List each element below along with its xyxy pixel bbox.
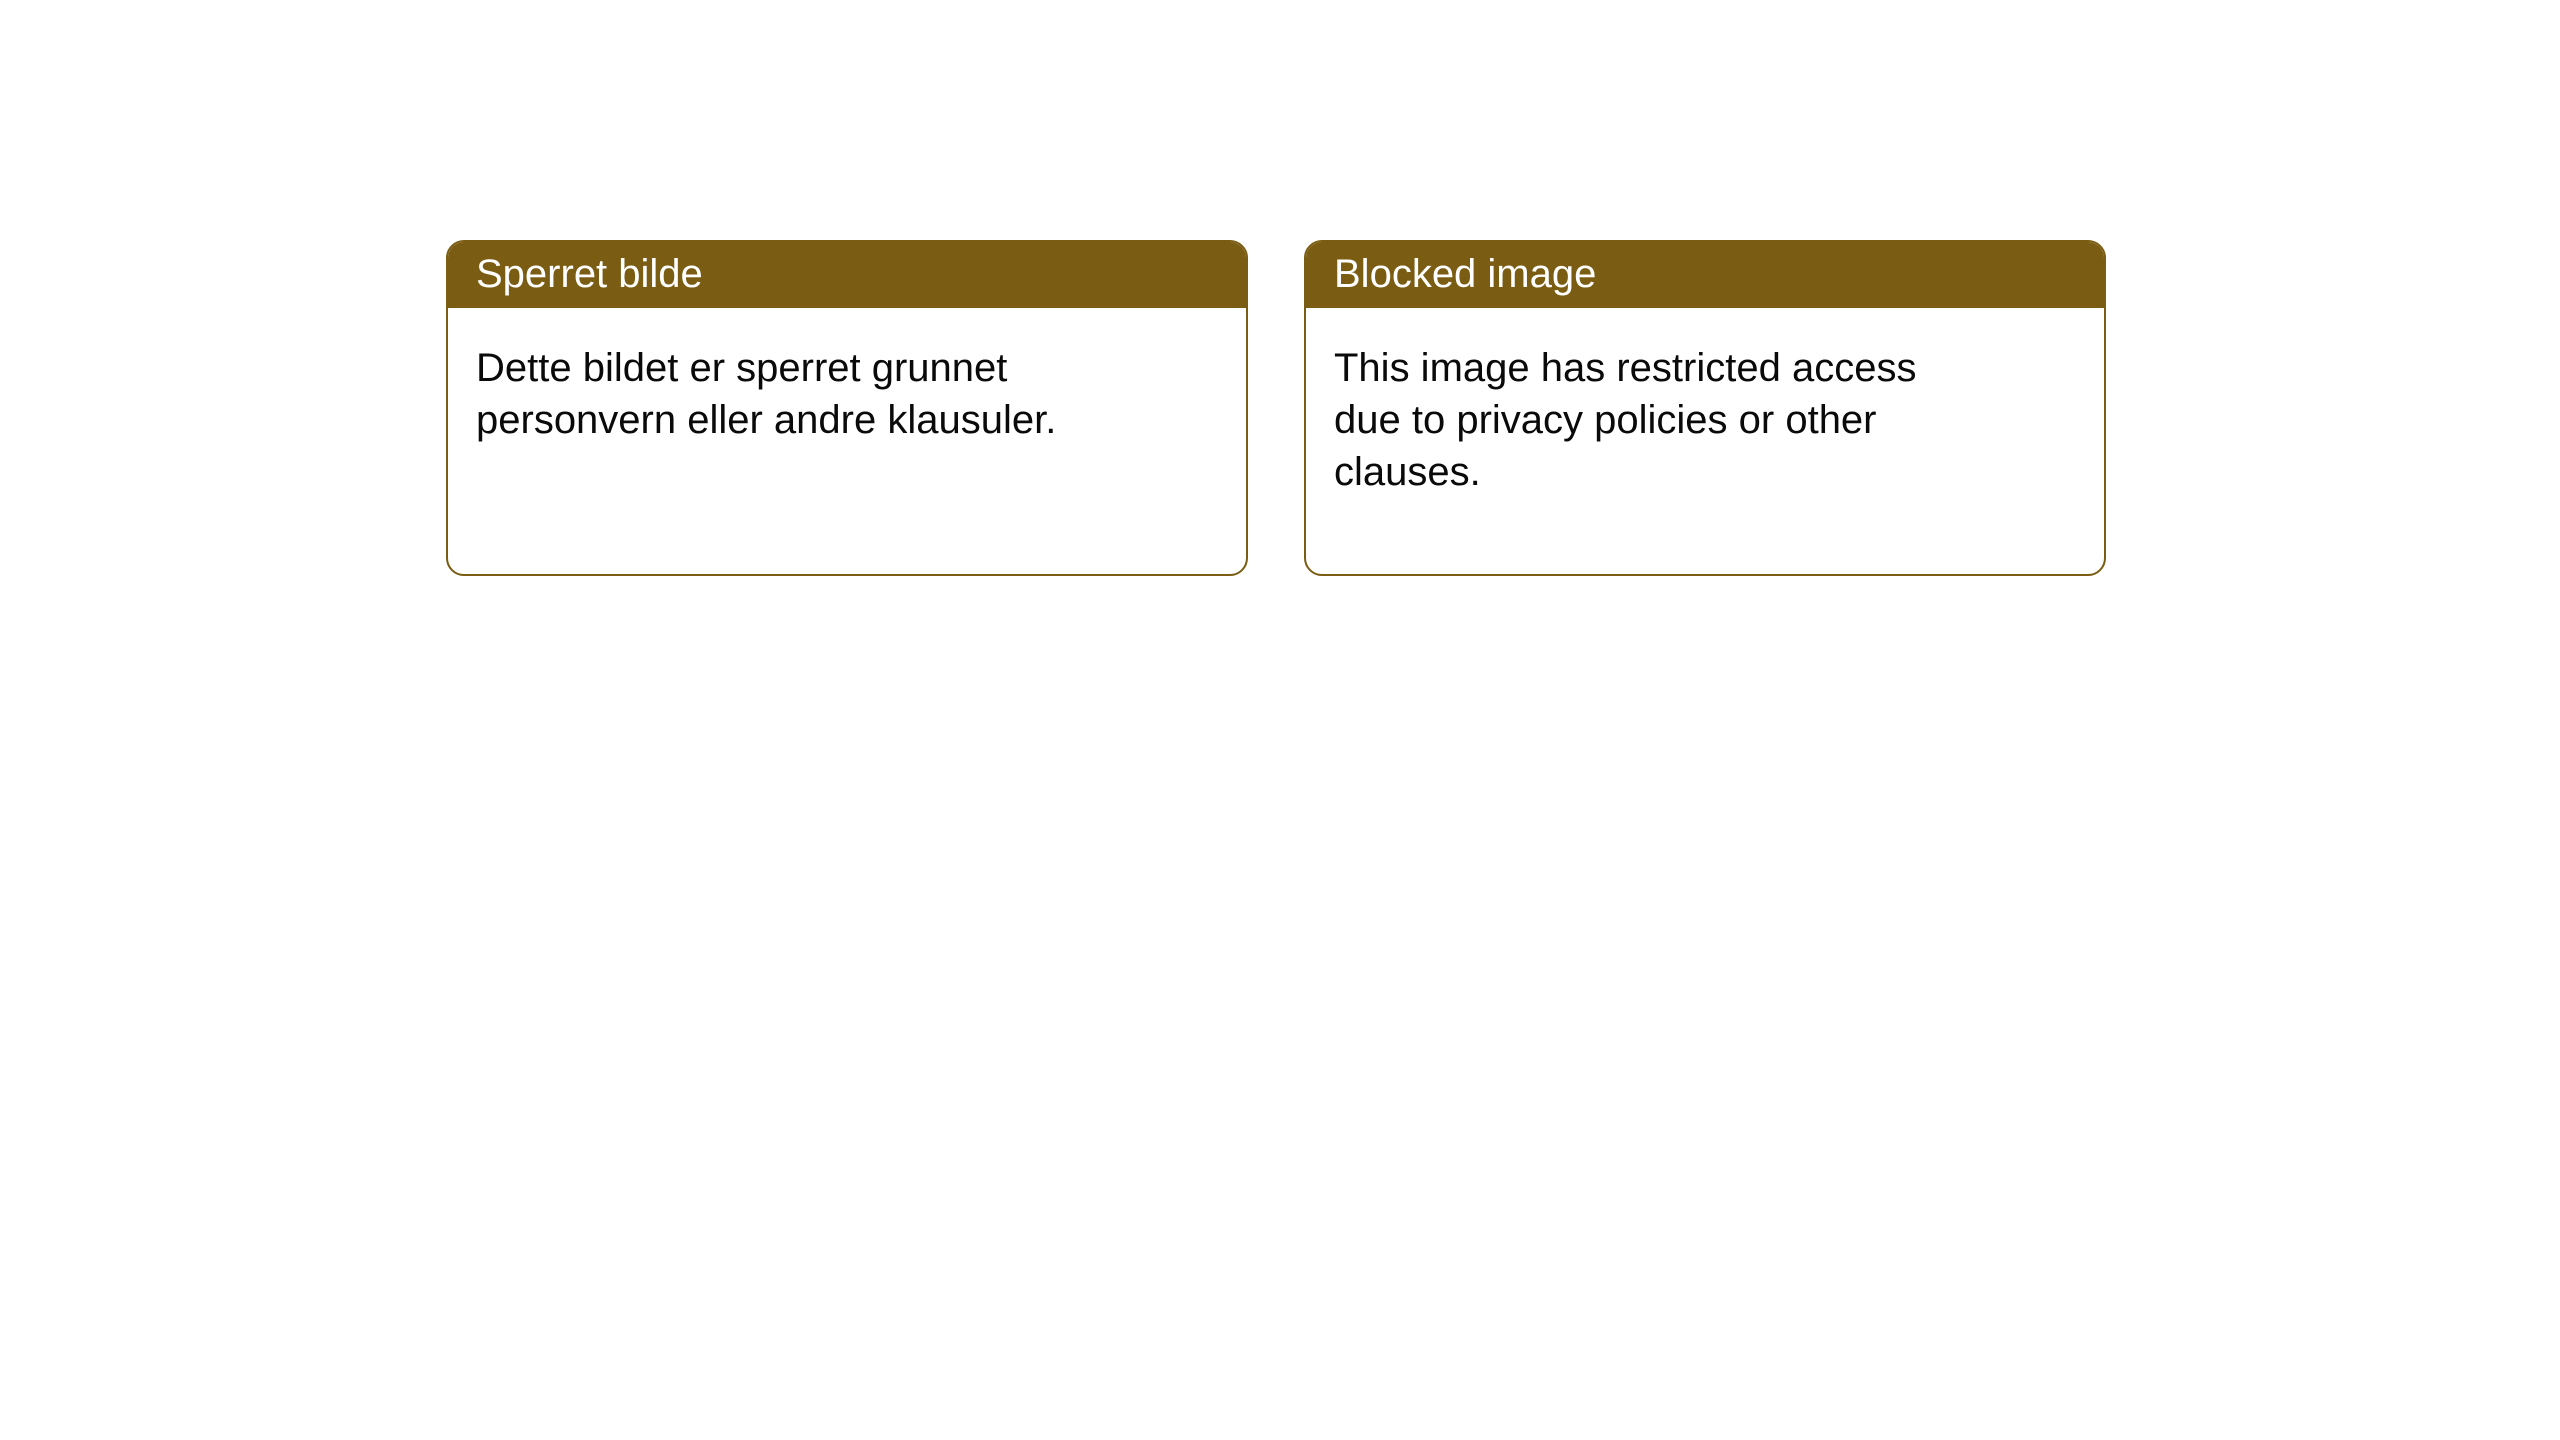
notice-title-norwegian: Sperret bilde xyxy=(476,252,703,296)
notice-title-english: Blocked image xyxy=(1334,252,1596,296)
notice-card-english: Blocked image This image has restricted … xyxy=(1304,240,2106,576)
notice-card-norwegian: Sperret bilde Dette bildet er sperret gr… xyxy=(446,240,1248,576)
notice-text-english: This image has restricted access due to … xyxy=(1334,346,1916,494)
notice-body-english: This image has restricted access due to … xyxy=(1306,308,1966,526)
notice-header-norwegian: Sperret bilde xyxy=(448,242,1246,308)
notices-container: Sperret bilde Dette bildet er sperret gr… xyxy=(0,0,2560,576)
notice-header-english: Blocked image xyxy=(1306,242,2104,308)
notice-body-norwegian: Dette bildet er sperret grunnet personve… xyxy=(448,308,1246,474)
notice-text-norwegian: Dette bildet er sperret grunnet personve… xyxy=(476,346,1056,442)
